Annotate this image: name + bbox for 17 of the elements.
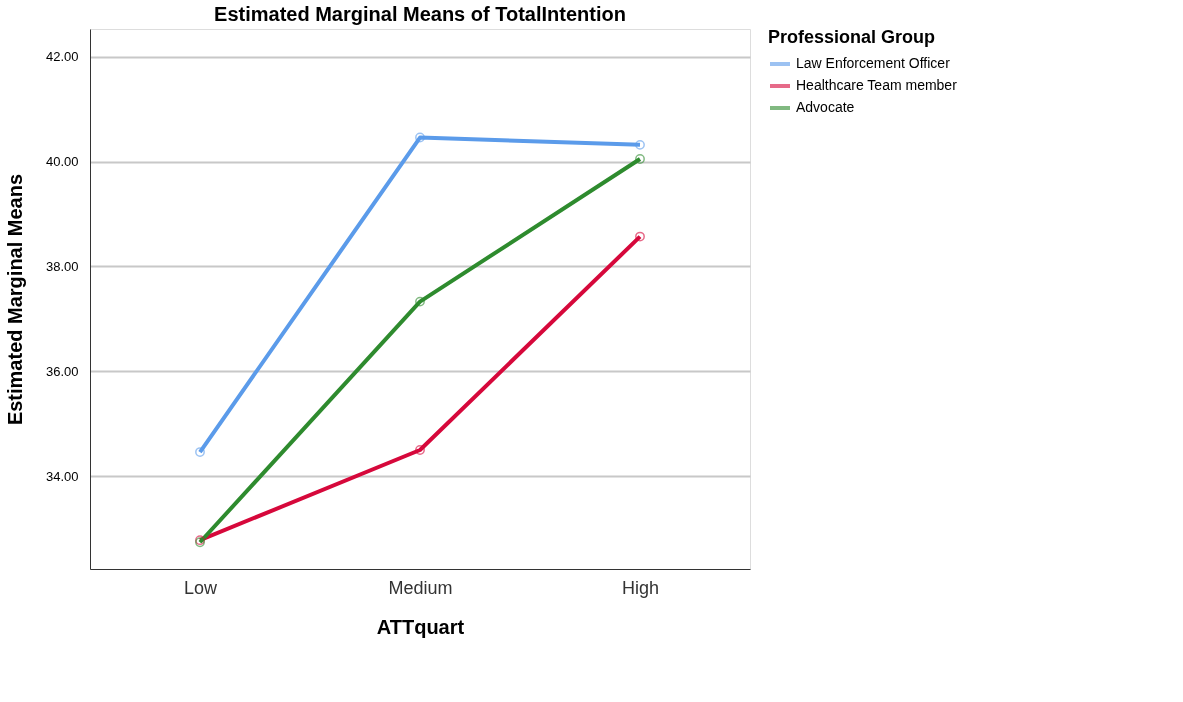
x-tick-label: Low [183, 577, 219, 598]
y-axis-title: Estimated Marginal Means [3, 173, 26, 426]
point [415, 296, 425, 307]
x-tick-label: High [621, 577, 660, 598]
y-tick-label: 36.00 [45, 363, 79, 379]
legend-label: Healthcare Team member [796, 77, 958, 93]
x-axis-title: ATTquart [376, 615, 465, 638]
y-tick-label: 38.00 [45, 259, 79, 274]
y-tick-label: 42.00 [45, 49, 79, 65]
x-tick-label: Medium [388, 577, 453, 598]
y-tick-label: 34.00 [45, 468, 79, 484]
y-tick-label: 40.00 [45, 154, 79, 170]
legend-label: Law Enforcement Officer [796, 55, 951, 71]
legend-label: Advocate [796, 99, 855, 115]
legend-title: Professional Group [768, 27, 936, 47]
chart-title: Estimated Marginal Means of TotalIntention [214, 3, 626, 25]
point [415, 445, 425, 455]
